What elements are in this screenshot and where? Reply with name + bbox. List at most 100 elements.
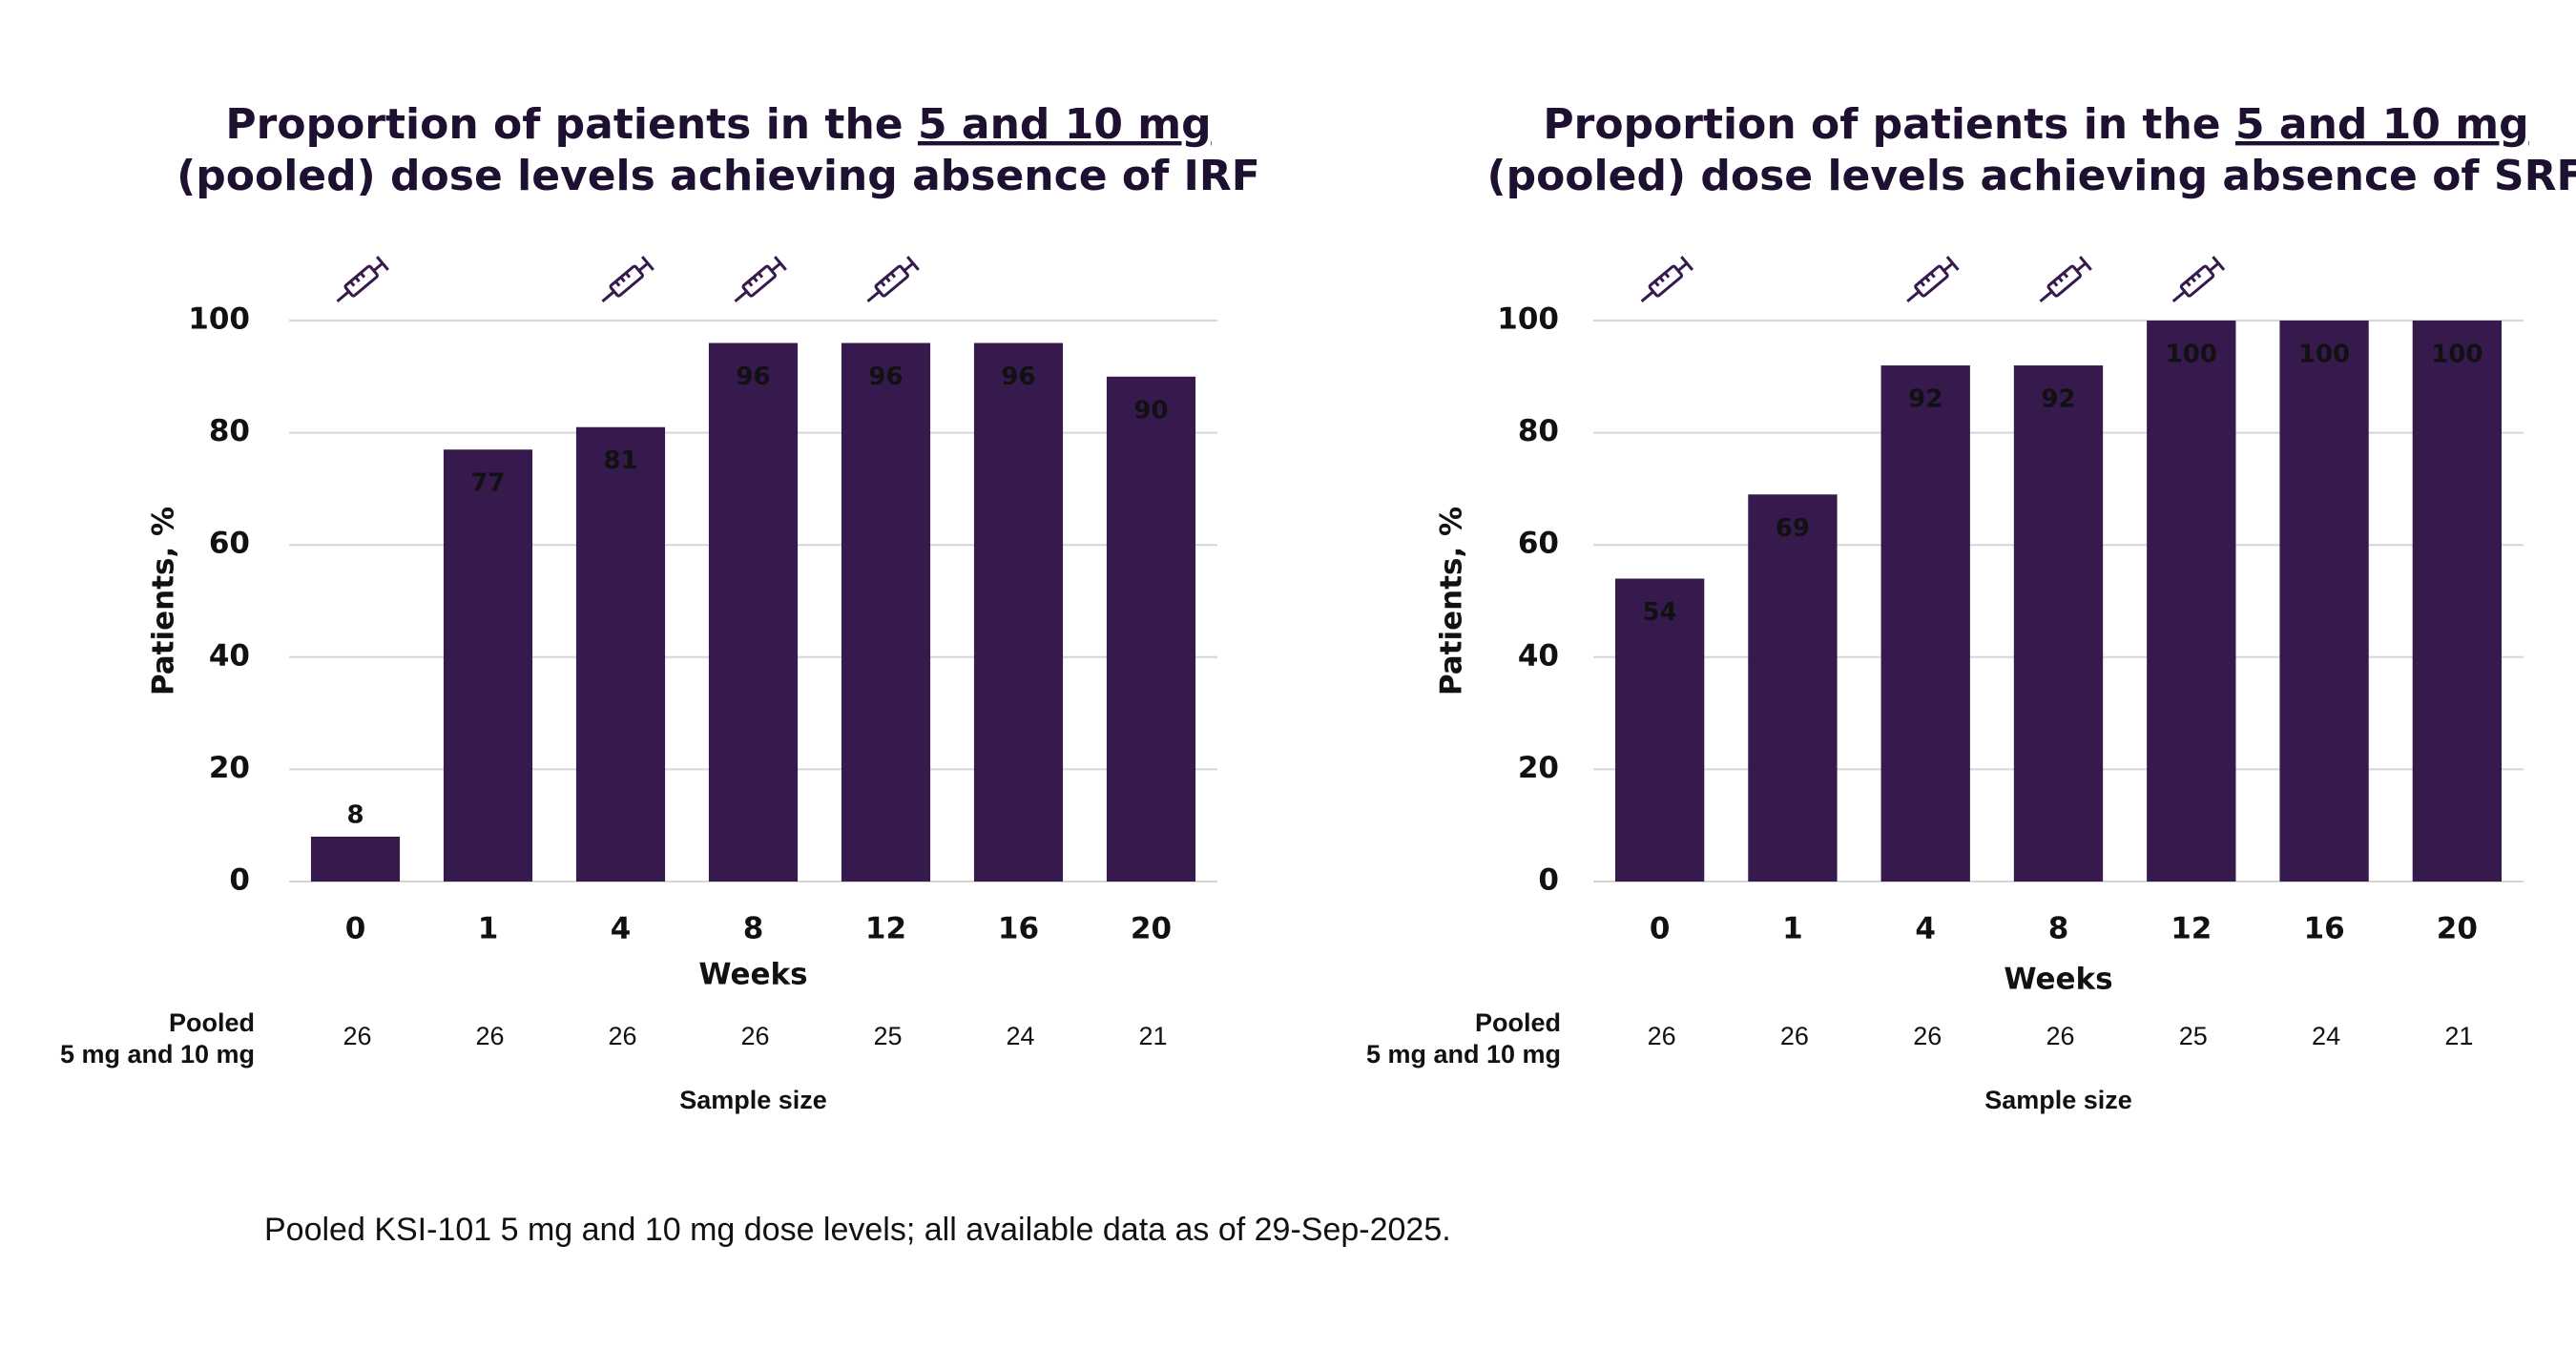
syringe-scale xyxy=(2057,276,2064,283)
x-tick-label: 4 xyxy=(611,912,632,946)
bar xyxy=(708,342,799,882)
bar xyxy=(2279,321,2369,882)
footnote: Pooled KSI-101 5 mg and 10 mg dose level… xyxy=(264,1212,1451,1248)
data-label: 100 xyxy=(2166,341,2217,369)
bar xyxy=(443,449,533,882)
data-label: 92 xyxy=(2041,385,2075,414)
chart-title: (pooled) dose levels achieving absence o… xyxy=(177,152,1260,200)
data-label: 90 xyxy=(1133,396,1168,425)
sample-size: 24 xyxy=(2312,1022,2340,1050)
data-label: 69 xyxy=(1776,514,1810,543)
sample-size: 21 xyxy=(1138,1022,1167,1050)
data-label: 8 xyxy=(346,800,364,829)
syringe-scale xyxy=(624,272,632,279)
syringe-plunger xyxy=(1676,261,1689,272)
sample-size-title: Sample size xyxy=(1984,1086,2132,1114)
chart-title: Proportion of patients in the 5 and 10 m… xyxy=(1543,100,2528,149)
syringe-scale xyxy=(619,276,626,283)
syringe-barrel xyxy=(2046,264,2082,298)
syringe-barrel xyxy=(874,264,909,298)
syringe-icon xyxy=(734,256,787,303)
syringe-handle xyxy=(1945,256,1960,271)
syringe-plunger xyxy=(637,261,649,272)
x-tick-label: 8 xyxy=(2048,912,2069,946)
chart-title: (pooled) dose levels achieving absence o… xyxy=(1486,152,2576,200)
syringe-barrel xyxy=(2179,264,2215,298)
bar xyxy=(575,426,666,882)
syringe-needle xyxy=(2171,290,2186,303)
x-tick-label: 0 xyxy=(345,912,366,946)
syringe-scale xyxy=(359,272,366,279)
data-label: 100 xyxy=(2298,341,2350,369)
bar xyxy=(841,342,931,882)
sample-size: 26 xyxy=(1913,1022,1942,1050)
bar xyxy=(2013,365,2104,882)
sample-size: 24 xyxy=(1006,1022,1034,1050)
syringe-scale xyxy=(1653,280,1660,287)
sample-row-label: 5 mg and 10 mg xyxy=(60,1040,255,1069)
data-label: 92 xyxy=(1908,385,1942,414)
chart-title-underlined: 5 and 10 mg xyxy=(918,100,1212,149)
syringe-barrel xyxy=(343,264,379,298)
y-tick-label: 100 xyxy=(1497,302,1559,337)
syringe-scale xyxy=(747,280,754,287)
syringe-icon xyxy=(2171,256,2226,303)
y-tick-label: 100 xyxy=(188,302,250,337)
data-label: 100 xyxy=(2431,341,2483,369)
syringe-barrel xyxy=(741,264,777,298)
y-tick-label: 80 xyxy=(1518,414,1559,448)
syringe-scale xyxy=(2052,280,2059,287)
syringe-needle xyxy=(2039,290,2053,303)
syringe-scale xyxy=(880,280,886,287)
sample-size: 26 xyxy=(608,1022,636,1050)
bar xyxy=(1880,365,1970,882)
syringe-scale xyxy=(1919,280,1926,287)
sample-size: 21 xyxy=(2444,1022,2473,1050)
chart-title-underlined: 5 and 10 mg xyxy=(2235,100,2529,149)
y-tick-label: 20 xyxy=(1518,751,1559,785)
chart-title-part: Proportion of patients in the xyxy=(1543,100,2235,149)
syringe-scale xyxy=(1664,272,1671,279)
y-tick-label: 60 xyxy=(209,527,250,561)
sample-size: 26 xyxy=(2046,1022,2074,1050)
syringe-scale xyxy=(752,276,758,283)
sample-size: 26 xyxy=(1780,1022,1809,1050)
sample-size: 25 xyxy=(873,1022,902,1050)
syringe-handle xyxy=(774,256,787,271)
syringe-scale xyxy=(884,276,891,283)
syringe-plunger xyxy=(372,261,384,272)
syringe-plunger xyxy=(770,261,781,272)
y-axis-title: Patients, % xyxy=(147,507,181,695)
syringe-handle xyxy=(2212,256,2226,271)
x-tick-label: 16 xyxy=(998,912,1039,946)
syringe-icon xyxy=(601,256,654,303)
bar xyxy=(1748,494,1838,882)
syringe-scale xyxy=(2062,272,2069,279)
syringe-barrel xyxy=(1914,264,1949,298)
bar xyxy=(2412,321,2503,882)
syringe-needle xyxy=(734,290,748,303)
bar xyxy=(1106,376,1196,882)
y-tick-label: 0 xyxy=(1538,863,1559,898)
syringe-needle xyxy=(1640,290,1654,303)
x-tick-label: 1 xyxy=(478,912,499,946)
syringe-plunger xyxy=(903,261,914,272)
x-tick-label: 16 xyxy=(2304,912,2345,946)
bar xyxy=(2147,321,2236,882)
data-label: 77 xyxy=(470,469,505,498)
syringe-icon xyxy=(866,256,920,303)
sample-size-title: Sample size xyxy=(679,1086,827,1114)
sample-row-label: Pooled xyxy=(169,1008,255,1037)
syringe-scale xyxy=(2190,276,2196,283)
syringe-icon xyxy=(1640,256,1694,303)
x-tick-label: 20 xyxy=(2437,912,2478,946)
y-tick-label: 60 xyxy=(1518,527,1559,561)
bar xyxy=(310,836,401,882)
data-label: 81 xyxy=(603,446,637,475)
x-tick-label: 8 xyxy=(743,912,764,946)
bar xyxy=(973,342,1064,882)
bar xyxy=(1614,578,1705,882)
syringe-handle xyxy=(1680,256,1694,271)
x-tick-label: 20 xyxy=(1131,912,1172,946)
